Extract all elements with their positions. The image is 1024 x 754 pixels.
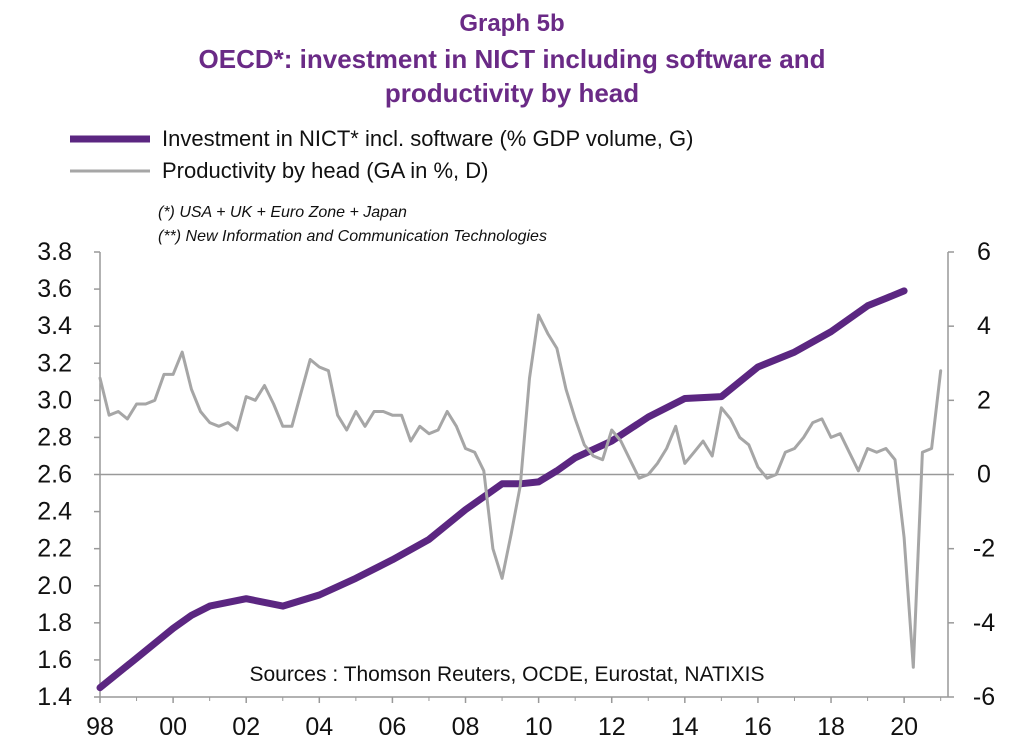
- footnote-oecd-definition: (*) USA + UK + Euro Zone + Japan: [158, 204, 407, 221]
- x-axis-tick-label: 18: [817, 713, 845, 741]
- x-axis-tick-label: 06: [379, 713, 407, 741]
- x-axis-tick-label: 14: [671, 713, 699, 741]
- productivity-series-line: [98, 313, 943, 669]
- legend-label-investment: Investment in NICT* incl. software (% GD…: [162, 126, 694, 151]
- x-axis-tick-label: 04: [305, 713, 333, 741]
- left-axis-tick-label: 3.0: [37, 386, 72, 414]
- left-axis-tick-label: 2.8: [37, 423, 72, 451]
- left-axis-tick-label: 1.6: [37, 646, 72, 674]
- footnote-nict-definition: (**) New Information and Communication T…: [158, 228, 547, 245]
- x-axis-tick-label: 10: [525, 713, 553, 741]
- chart-title-line1: Graph 5b: [459, 10, 565, 37]
- left-axis-tick-label: 2.2: [37, 535, 72, 563]
- x-axis-tick-label: 98: [86, 713, 114, 741]
- left-axis-tick-label: 1.4: [37, 683, 72, 711]
- right-axis-tick-label: 2: [977, 386, 991, 414]
- right-axis-tick-label: 4: [977, 312, 991, 340]
- left-axis-tick-label: 2.4: [37, 498, 72, 526]
- x-axis-tick-label: 12: [598, 713, 626, 741]
- investment-series-line: [96, 287, 908, 692]
- left-axis-tick-label: 2.6: [37, 461, 72, 489]
- right-axis-tick-label: 0: [977, 461, 991, 489]
- right-axis-tick-label: -6: [973, 683, 995, 711]
- legend-item-productivity: Productivity by head (GA in %, D): [70, 156, 488, 186]
- source-note: Sources : Thomson Reuters, OCDE, Eurosta…: [249, 663, 764, 686]
- left-axis-tick-label: 3.2: [37, 349, 72, 377]
- legend-swatch-investment: [70, 135, 150, 143]
- left-axis-tick-label: 1.8: [37, 609, 72, 637]
- left-axis-tick-label: 2.0: [37, 572, 72, 600]
- left-axis-tick-label: 3.4: [37, 312, 72, 340]
- x-axis-tick-label: 08: [452, 713, 480, 741]
- right-axis-tick-label: 6: [977, 238, 991, 266]
- chart-title-line3: productivity by head: [384, 78, 640, 108]
- left-axis-tick-label: 3.8: [37, 238, 72, 266]
- left-axis-tick-label: 3.6: [37, 275, 72, 303]
- legend-swatch-productivity: [70, 169, 150, 173]
- chart-title-line2: OECD*: investment in NICT including soft…: [198, 44, 826, 74]
- x-axis-tick-label: 16: [744, 713, 772, 741]
- right-axis-tick-label: -2: [973, 535, 995, 563]
- legend-item-investment: Investment in NICT* incl. software (% GD…: [70, 124, 693, 154]
- x-axis-tick-label: 02: [232, 713, 260, 741]
- x-axis-tick-label: 00: [159, 713, 187, 741]
- x-axis-tick-label: 20: [890, 713, 918, 741]
- legend-label-productivity: Productivity by head (GA in %, D): [162, 158, 489, 183]
- right-axis-tick-label: -4: [973, 609, 995, 637]
